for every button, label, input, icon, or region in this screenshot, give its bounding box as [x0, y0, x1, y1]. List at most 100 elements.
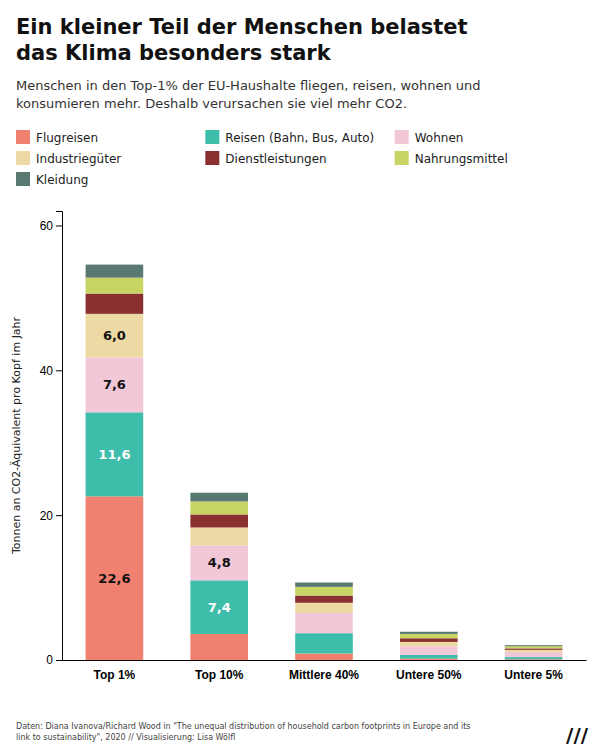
x-tick: Untere 5% [504, 668, 563, 682]
bar-segment [295, 613, 353, 633]
plot: 22,6 11,6 7,4 7,6 4,8 6,0 0 20 40 60 Top 1% Top 10%… [40, 212, 587, 682]
data-label: 6,0 [103, 328, 126, 343]
subtitle: Menschen in den Top-1% der EU-Haushalte … [16, 78, 481, 111]
bar-segment [400, 659, 458, 660]
bar-segment [190, 501, 248, 514]
data-label: 22,6 [98, 571, 130, 586]
bar-segment [505, 650, 563, 652]
legend-swatch [395, 151, 409, 165]
bar-segment [86, 278, 144, 294]
y-tick-label: 0 [46, 653, 53, 667]
x-tick-label: Mittlere 40% [289, 668, 359, 682]
data-label: 7,6 [103, 377, 126, 392]
y-tick-mark [56, 370, 62, 371]
background [0, 0, 600, 750]
legend-label: Kleidung [36, 173, 88, 187]
source-line: link to sustainability", 2020 // Visuali… [16, 733, 235, 742]
source: Daten: Diana Ivanova/Richard Wood in "Th… [16, 722, 471, 742]
bar-segment [295, 653, 353, 660]
legend-label: Reisen (Bahn, Bus, Auto) [225, 131, 374, 145]
subtitle-line: Menschen in den Top-1% der EU-Haushalte … [16, 78, 481, 93]
bar-segment [86, 314, 144, 357]
bar-segment [190, 514, 248, 527]
data-label: 4,8 [208, 555, 231, 570]
bar-segment [190, 580, 248, 634]
legend-label: Flugreisen [36, 131, 98, 145]
bar-segment [86, 357, 144, 412]
y-axis: 0 20 40 60 [40, 212, 63, 668]
bar-segment [295, 587, 353, 596]
data-labels: 22,6 11,6 7,4 7,6 4,8 6,0 [98, 328, 230, 615]
legend-label: Wohnen [415, 131, 464, 145]
bar-segment [86, 265, 144, 278]
legend-label: Dienstleistungen [225, 152, 326, 166]
bar-segment [190, 527, 248, 545]
bar-segment [190, 546, 248, 581]
y-tick: 20 [40, 509, 62, 523]
y-tick: 60 [40, 219, 62, 233]
chart: Ein kleiner Teil der Menschen belastetda… [0, 0, 600, 750]
legend-item: Reisen (Bahn, Bus, Auto) [205, 130, 374, 145]
x-tick-label: Untere 50% [396, 668, 462, 682]
x-tick: Top 1% [94, 668, 136, 682]
bar-segment [400, 655, 458, 659]
y-axis-line [56, 212, 63, 661]
x-tick-label: Top 1% [94, 668, 136, 682]
legend-swatch [16, 151, 30, 165]
bar-segment [295, 583, 353, 587]
bar-segment [505, 645, 563, 646]
legend: Flugreisen Reisen (Bahn, Bus, Auto) Wohnen… [16, 130, 508, 187]
y-tick-mark [56, 660, 62, 661]
title-line: das Klima besonders stark [16, 41, 332, 65]
legend-swatch [205, 151, 219, 165]
bar-segment [295, 596, 353, 603]
y-axis-title: Tonnen an CO2-Äquivalent pro Kopf im Jah… [10, 316, 23, 555]
bar-segment [295, 633, 353, 653]
bars [86, 265, 563, 660]
subtitle-line: konsumieren mehr. Deshalb verursachen si… [16, 96, 407, 111]
bar-segment [400, 642, 458, 646]
legend-label: Nahrungsmittel [415, 152, 508, 166]
legend-item: Nahrungsmittel [395, 151, 508, 166]
x-tick: Untere 50% [396, 668, 462, 682]
bar-segment [505, 646, 563, 648]
bar-segment [505, 657, 563, 659]
bar-segment [295, 603, 353, 613]
data-label: 7,4 [208, 600, 231, 615]
bar-segment [190, 634, 248, 660]
bar-segment [505, 652, 563, 657]
legend-swatch [16, 172, 30, 186]
bar-segment [190, 493, 248, 502]
legend-item: Dienstleistungen [205, 151, 326, 166]
bar-segment [400, 632, 458, 634]
legend-swatch [16, 130, 30, 144]
source-line: Daten: Diana Ivanova/Richard Wood in "Th… [16, 722, 471, 731]
logo-mark: /// [566, 723, 589, 747]
legend-label: Industriegüter [36, 152, 121, 166]
x-tick: Top 10% [195, 668, 244, 682]
data-label: 11,6 [98, 447, 130, 462]
bar-segment [86, 294, 144, 314]
y-tick-mark [56, 515, 62, 516]
legend-item: Flugreisen [16, 130, 98, 145]
legend-item: Kleidung [16, 172, 88, 187]
y-tick-label: 60 [40, 219, 54, 233]
x-axis: Top 1% Top 10% Mittlere 40% Untere 50% Unter… [63, 661, 587, 682]
bar-segment [86, 412, 144, 496]
bar-segment [400, 634, 458, 638]
legend-item: Industriegüter [16, 151, 121, 166]
legend-item: Wohnen [395, 130, 464, 145]
x-axis-line [63, 660, 587, 661]
y-tick-mark [56, 225, 62, 226]
bar-segment [400, 638, 458, 642]
bar-segment [86, 496, 144, 660]
bar-segment [400, 646, 458, 655]
x-tick-label: Untere 5% [504, 668, 563, 682]
x-tick: Mittlere 40% [289, 668, 359, 682]
bar-segment [505, 648, 563, 649]
x-tick-label: Top 10% [195, 668, 244, 682]
y-tick: 0 [46, 653, 62, 667]
legend-swatch [205, 130, 219, 144]
y-tick: 40 [40, 364, 62, 378]
title-line: Ein kleiner Teil der Menschen belastet [16, 15, 468, 39]
